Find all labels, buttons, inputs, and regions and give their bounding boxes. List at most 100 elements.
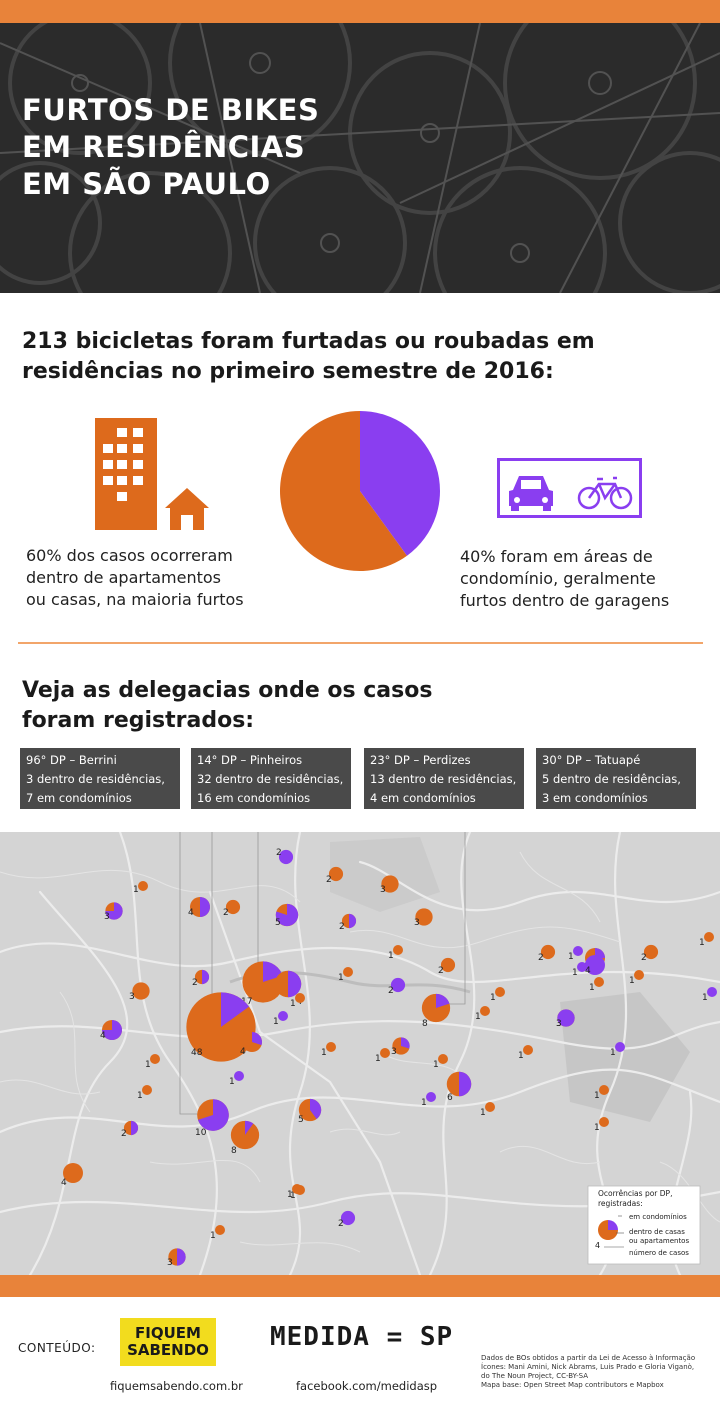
map-point-marker: 1 [594,1085,609,1101]
map-point-circle [278,1011,288,1021]
map-point-circle [557,1009,575,1027]
map-point-circle [634,970,644,980]
map-point-count: 4 [188,908,194,918]
map-point-condominium-slice [200,897,210,917]
map-point-circle [577,962,587,972]
legend-sample-count: 4 [595,1241,601,1250]
residences-description: 60% dos casos ocorreram dentro de aparta… [26,546,244,609]
map-point-condominium-slice [102,1020,122,1040]
map-point-count: 5 [298,1115,304,1125]
map-point-circle [438,1054,448,1064]
map-point-marker: 1 [137,1085,152,1101]
map-point-marker: 1 [421,1092,436,1108]
legend-title: Ocorrências por DP, registradas: [598,1189,673,1208]
map-point-marker: 3 [414,908,433,928]
map-point-circle [523,1045,533,1055]
title-line: FURTOS DE BIKES [22,93,320,127]
map-point-count: 1 [321,1048,327,1058]
map-point-marker: 3 [391,1037,410,1057]
callout-card-tatuape: 30° DP – Tatuapé 5 dentro de residências… [536,748,696,809]
map-point-circle [440,957,456,973]
map-point-circle [381,875,399,893]
map-point-marker: 10 [195,1099,229,1138]
map-point-circle [485,1102,495,1112]
map-point-marker: 6 [446,1071,472,1103]
map-point-count: 1 [629,976,635,986]
condominium-description: 40% foram em áreas de condomínio, geralm… [460,547,670,610]
map-point-marker: 1 [518,1045,533,1061]
map-point-condominium-slice [288,970,302,998]
map-point-count: 1 [338,973,344,983]
map-point-count: 2 [192,978,198,988]
map-point-circle [380,1048,390,1058]
map-point-condominium-slice [436,993,450,1008]
map-point-marker: 1 [475,1006,490,1022]
map-point-count: 2 [538,953,544,963]
map-point-circle [540,944,556,960]
map-base: 3214233522112121411231771221813144841113… [0,832,720,1275]
share-pie-chart [280,411,440,571]
map-point-marker: 1 [610,1042,625,1058]
title-line: EM RESIDÊNCIAS [22,130,306,164]
map-point-marker: 1 [629,970,644,986]
map-point-circle [643,944,659,960]
map-point-count: 1 [475,1012,481,1022]
map-point-circle [585,955,605,975]
map-point-circle [343,967,353,977]
sao-paulo-map: 3214233522112121411231771221813144841113… [0,832,720,1275]
map-point-circle [225,899,241,915]
map-point-count: 4 [240,1047,246,1057]
map-point-count: 1 [702,993,708,1003]
map-point-count: 2 [338,1219,344,1229]
map-point-marker: 1 [290,993,305,1009]
map-point-marker: 2 [388,977,406,996]
map-point-marker: 2 [276,848,294,865]
map-point-condominium-slice [105,902,123,920]
pie-slice-condominium [360,411,440,556]
map-point-circle [142,1085,152,1095]
map-point-count: 1 [589,983,595,993]
map-point-circle [495,987,505,997]
legend-sample-pie [598,1215,624,1248]
map-point-condominium-slice [459,1071,472,1097]
map-point-count: 1 [594,1123,600,1133]
map-point-circle [573,946,583,956]
brand-url[interactable]: facebook.com/medidasp [296,1379,438,1393]
map-point-count: 1 [490,993,496,1003]
map-point-count: 8 [422,1019,428,1029]
map-point-circle [393,945,403,955]
map-point-marker: 1 [702,987,717,1003]
callout-card-berrini: 96° DP – Berrini 3 dentro de residências… [20,748,180,809]
map-point-marker: 1 [133,881,148,895]
map-point-count: 3 [556,1019,562,1029]
map-point-marker: 1 [572,962,587,978]
map-point-marker: 1 [145,1054,160,1070]
map-point-condominium-slice [252,1032,262,1046]
map-point-marker: 1 [699,932,714,948]
map-point-count: 1 [290,999,296,1009]
map-point-marker: 2 [121,1120,139,1139]
map-point-condominium-slice [221,992,250,1027]
map-point-marker: 1 [388,945,403,961]
map-point-marker: 2 [438,957,456,976]
map-point-circle [138,881,148,891]
map-point-condominium-slice [310,1098,322,1120]
map-point-circle [234,1071,244,1081]
map-point-count: 4 [61,1178,67,1188]
map-point-count: 1 [518,1051,524,1061]
map-point-marker: 4 [240,1032,262,1057]
page-title: FURTOS DE BIKES EM RESIDÊNCIAS EM SÃO PA… [22,92,319,203]
map-point-circle [340,1210,356,1226]
pie-slice-residences [280,411,408,571]
map-point-count: 1 [290,1191,296,1201]
map-point-count: 1 [375,1054,381,1064]
map-point-marker: 3 [556,1009,575,1029]
map-point-count: 4 [100,1031,106,1041]
map-point-count: 4 [585,966,591,976]
map-point-count: 3 [380,885,386,895]
map-point-count: 17 [241,997,252,1007]
map-point-marker: 1 [490,987,505,1003]
top-accent-bar [0,0,720,23]
partner-url[interactable]: fiquemsabendo.com.br [110,1379,243,1393]
map-point-circle [292,1184,302,1194]
